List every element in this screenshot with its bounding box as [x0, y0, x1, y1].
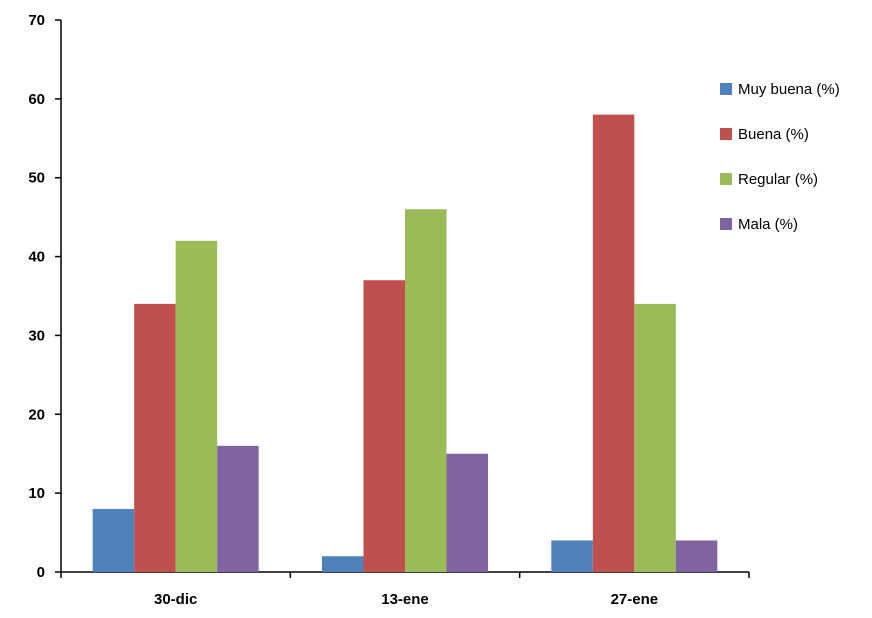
bars	[92, 114, 718, 573]
y-tick-label: 40	[28, 249, 45, 266]
legend-label: Mala (%)	[738, 216, 798, 233]
bar-1-1	[92, 508, 135, 572]
bar-4-1	[217, 445, 259, 572]
bar-4-2	[446, 453, 488, 572]
legend-swatch	[720, 218, 732, 230]
y-tick-label: 50	[28, 170, 45, 187]
legend-swatch	[720, 83, 732, 95]
x-category-label: 13-ene	[381, 591, 429, 608]
bar-3-3	[634, 303, 676, 572]
legend-swatch	[720, 128, 732, 140]
legend: Muy buena (%) Buena (%) Regular (%) Mala (%…	[720, 81, 840, 233]
y-tick-label: 20	[28, 406, 45, 423]
y-tick-label: 70	[28, 12, 45, 29]
bar-1-2	[322, 556, 364, 572]
bar-2-3	[592, 114, 635, 572]
x-category-label: 27-ene	[611, 591, 659, 608]
legend-label: Regular (%)	[738, 171, 818, 188]
bar-2-2	[363, 280, 405, 572]
legend-label: Muy buena (%)	[738, 81, 840, 98]
legend-label: Buena (%)	[738, 126, 809, 143]
bar-1-3	[551, 540, 593, 572]
y-axis: 0 10 20 30 40 50 60 70	[28, 12, 62, 581]
y-tick-label: 30	[28, 327, 45, 344]
y-tick-label: 10	[28, 485, 45, 502]
legend-swatch	[720, 173, 732, 185]
x-category-label: 30-dic	[154, 591, 197, 608]
y-tick-label: 60	[28, 91, 45, 108]
bar-2-1	[134, 303, 176, 572]
bar-3-1	[175, 240, 218, 573]
bar-3-2	[405, 209, 447, 572]
x-axis: 30-dic 13-ene 27-ene	[60, 571, 750, 608]
y-tick-label: 0	[37, 564, 45, 581]
bar-4-3	[675, 540, 718, 572]
